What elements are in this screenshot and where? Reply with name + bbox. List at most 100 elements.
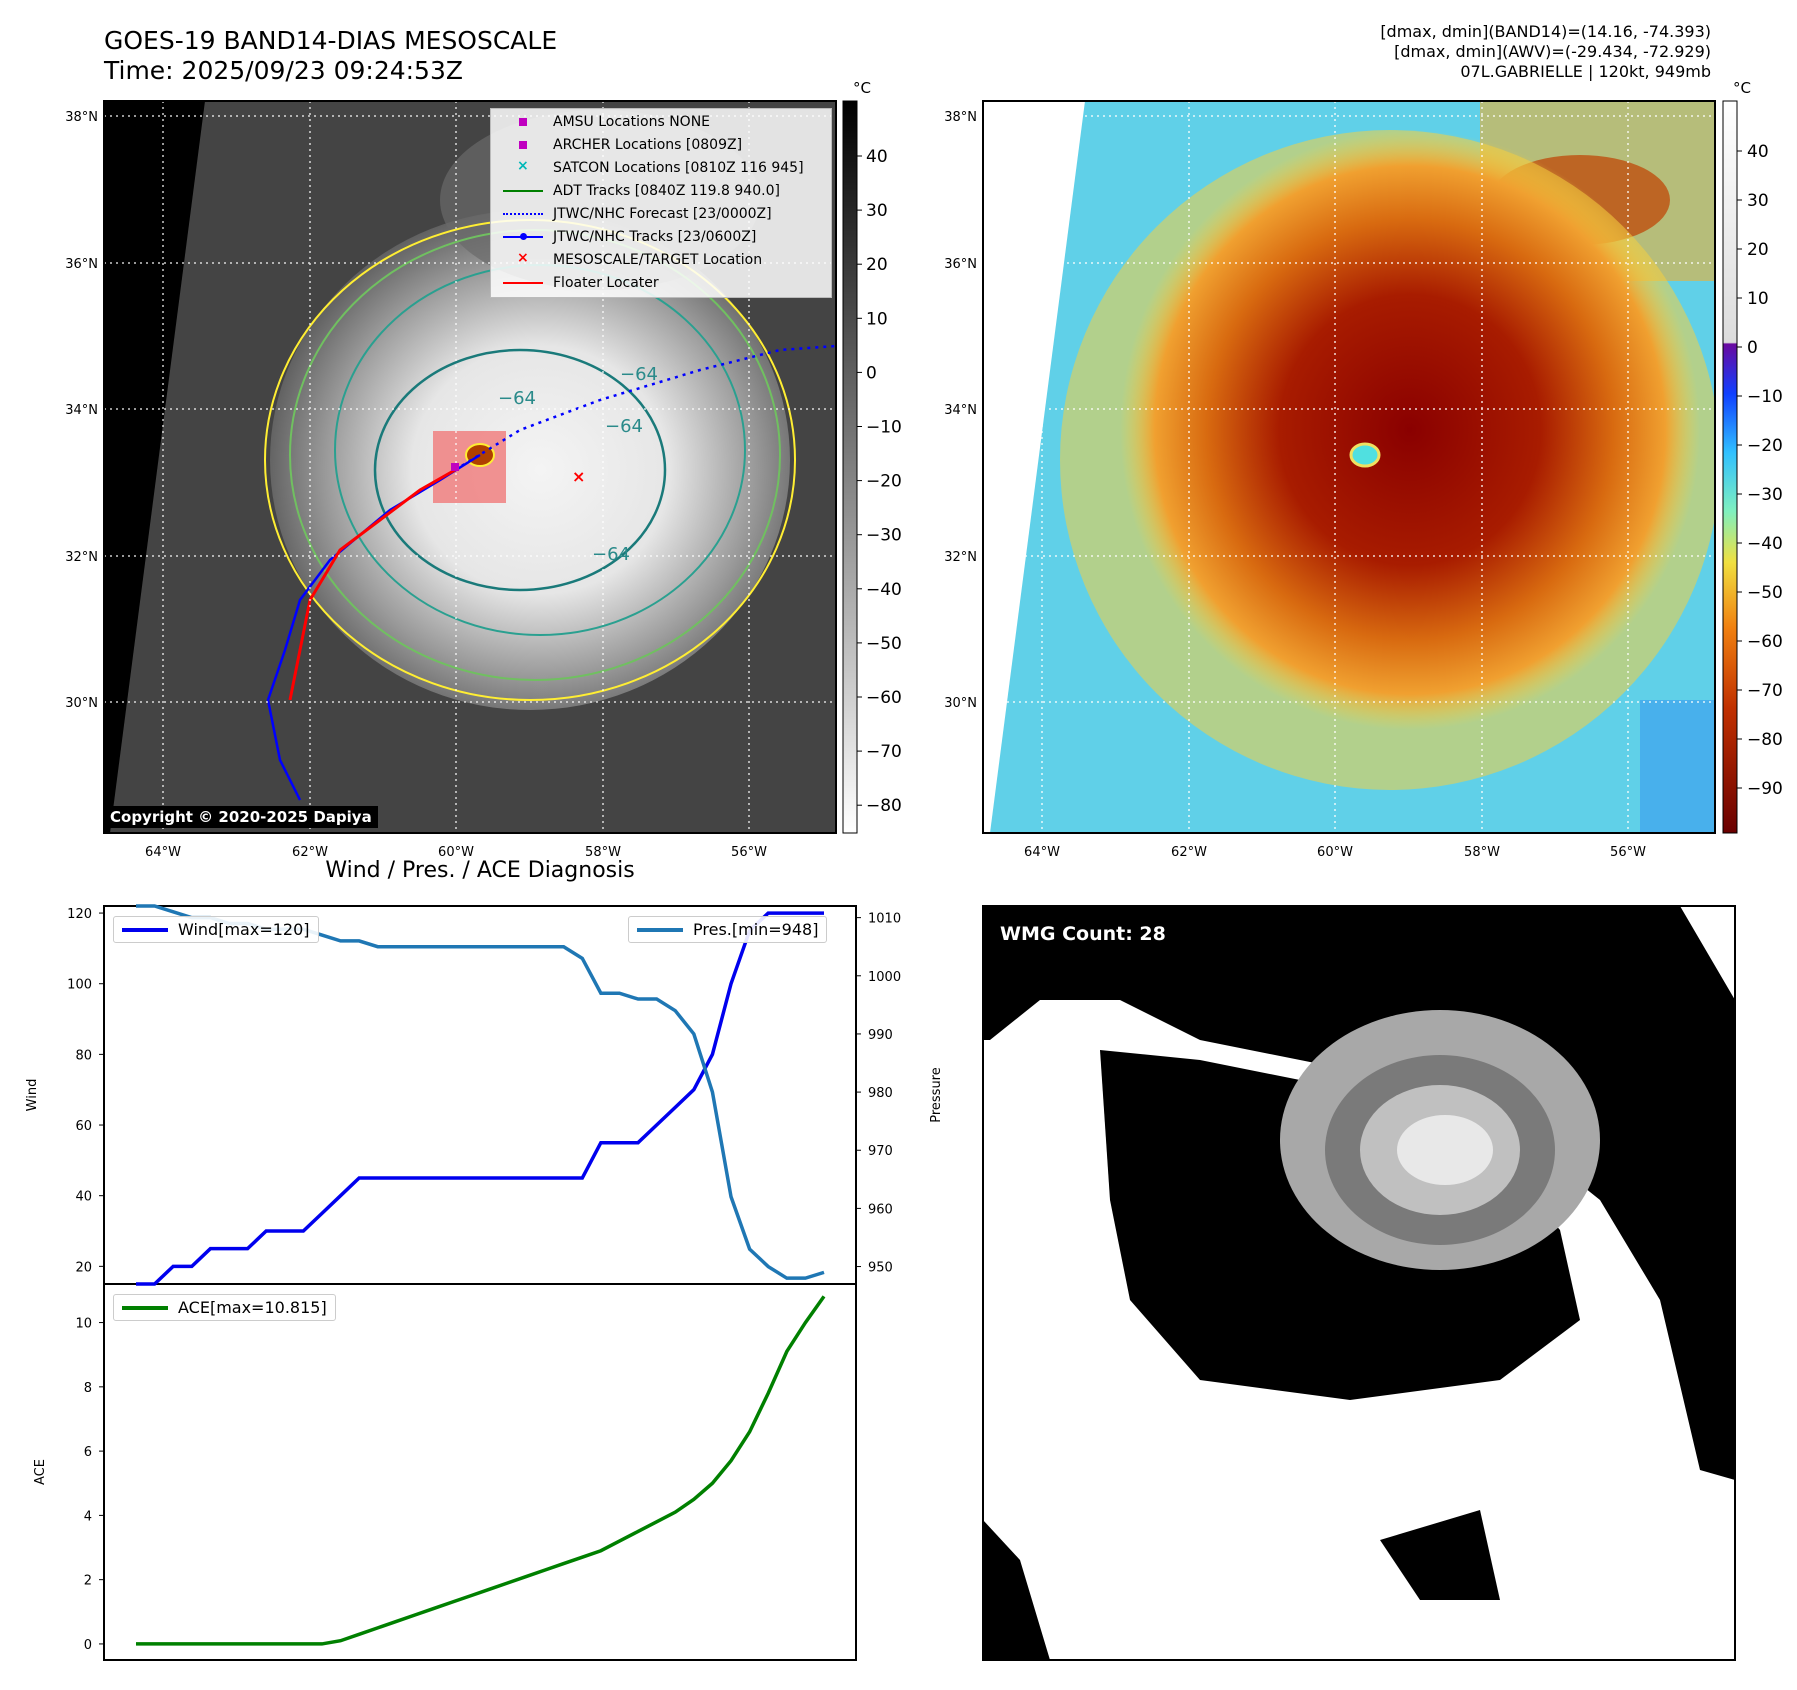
right-gridlines (983, 101, 1715, 833)
colorbar-tick-label: −20 (1747, 436, 1783, 456)
colorbar-tick-label: −80 (1747, 730, 1783, 750)
right-map-frame (982, 100, 1716, 834)
legend-label: ADT Tracks [0840Z 119.8 940.0] (553, 183, 780, 199)
contour-label: −64 (620, 364, 658, 385)
axis-tick-label: 100 (67, 978, 92, 993)
lat-tick-label: 32°N (944, 550, 977, 565)
contour-label: −64 (498, 388, 536, 409)
colorbar-tick-label: 40 (1747, 142, 1769, 162)
figure-title: GOES-19 BAND14-DIAS MESOSCALE Time: 2025… (104, 26, 557, 86)
colorbar-tick-label: 30 (1747, 191, 1769, 211)
wind-legend: Wind[max=120] (113, 916, 319, 943)
colorbar-tick-label: −70 (866, 742, 902, 762)
legend-item: JTWC/NHC Forecast [23/0000Z] (503, 203, 772, 225)
colorbar-tick-label: 20 (1747, 240, 1769, 260)
legend-item: × SATCON Locations [0810Z 116 945] (503, 157, 804, 179)
colorbar-tick-label: −60 (1747, 632, 1783, 652)
legend-label: Floater Locater (553, 275, 659, 291)
info-line-3: 07L.GABRIELLE | 120kt, 949mb (1460, 62, 1711, 81)
legend-label: JTWC/NHC Tracks [23/0600Z] (553, 229, 757, 245)
legend-label: JTWC/NHC Forecast [23/0000Z] (553, 206, 772, 222)
colorbar-tick-label: 0 (866, 363, 877, 383)
lat-tick-label: 36°N (65, 257, 98, 272)
lat-tick-label: 34°N (65, 403, 98, 418)
axis-tick-label: 0 (84, 1638, 92, 1653)
colorbar-tick-label: 10 (866, 309, 888, 329)
colorbar-tick-label: −10 (1747, 387, 1783, 407)
ace-legend-line (122, 1305, 168, 1310)
wind-pres-plot-frame (103, 905, 857, 1285)
title-line-1: GOES-19 BAND14-DIAS MESOSCALE (104, 26, 558, 55)
legend-item: JTWC/NHC Tracks [23/0600Z] (503, 226, 756, 248)
pressure-legend-label: Pres.[min=948] (693, 920, 819, 939)
left-lon-ticks: 64°W 62°W 60°W 58°W 56°W (145, 845, 767, 860)
colorbar-tick-label: −70 (1747, 681, 1783, 701)
colorbar-tick-label: −50 (1747, 583, 1783, 603)
lat-tick-label: 38°N (65, 110, 98, 125)
ace-axis-ticks: 0 2 4 6 8 10 (75, 1317, 104, 1653)
lat-tick-label: 32°N (65, 550, 98, 565)
colorbar-tick-label: −20 (866, 472, 902, 492)
wind-axis-ticks: 20 40 60 80 100 120 (67, 907, 104, 1275)
colorbar-tick-label: −60 (866, 688, 902, 708)
legend-item: ARCHER Locations [0809Z] (503, 134, 742, 156)
x-legend-symbol: × (517, 250, 529, 266)
lon-tick-label: 62°W (292, 845, 328, 860)
target-marker: × (572, 467, 585, 486)
left-colorbar (842, 100, 858, 834)
wmg-count-label: WMG Count: 28 (1000, 923, 1166, 945)
ace-line (136, 1295, 826, 1646)
lat-tick-label: 34°N (944, 403, 977, 418)
right-colorbar (1722, 100, 1738, 834)
legend-item: Floater Locater (503, 272, 659, 294)
colorbar-tick-label: −40 (866, 580, 902, 600)
colorbar-tick-label: 30 (866, 201, 888, 221)
legend-item: × MESOSCALE/TARGET Location (503, 249, 762, 271)
legend-item: AMSU Locations NONE (503, 111, 710, 133)
colorbar-tick-label: −90 (1747, 779, 1783, 799)
axis-tick-label: 960 (868, 1202, 893, 1217)
legend-label: ARCHER Locations [0809Z] (553, 137, 743, 153)
axis-tick-label: 60 (75, 1119, 92, 1134)
lon-tick-label: 58°W (1464, 845, 1500, 860)
axis-tick-label: 6 (84, 1445, 92, 1460)
colorbar-tick-label: −30 (1747, 485, 1783, 505)
left-colorbar-ticks: 40 30 20 10 0 −10 −20 −30 −40 −50 −60 −70 −80 (857, 147, 902, 816)
contour-label: −64 (605, 416, 643, 437)
axis-tick-label: 950 (868, 1261, 893, 1276)
lon-tick-label: 56°W (731, 845, 767, 860)
ace-axis-label: ACE (33, 1459, 48, 1485)
diagnosis-title: Wind / Pres. / ACE Diagnosis (325, 858, 635, 883)
colorbar-tick-label: −80 (866, 796, 902, 816)
lon-tick-label: 58°W (585, 845, 621, 860)
contour-label: −64 (592, 544, 630, 565)
right-colorbar-unit: °C (1733, 79, 1751, 97)
lon-tick-label: 60°W (1317, 845, 1353, 860)
pressure-legend-line (637, 927, 683, 932)
lat-tick-label: 30°N (944, 696, 977, 711)
lon-tick-label: 64°W (1024, 845, 1060, 860)
colorbar-tick-label: 10 (1747, 289, 1769, 309)
axis-tick-label: 970 (868, 1144, 893, 1159)
line-legend-symbol (503, 180, 543, 202)
legend-label: AMSU Locations NONE (553, 114, 711, 130)
colorbar-tick-label: −10 (866, 418, 902, 438)
colorbar-tick-label: −40 (1747, 534, 1783, 554)
floater-box (433, 431, 506, 503)
right-colorbar-ticks: 40 30 20 10 0 −10 −20 −30 −40 −50 −60 −70 −80 −90 (1737, 142, 1783, 799)
axis-tick-label: 10 (75, 1317, 92, 1332)
legend-label: MESOSCALE/TARGET Location (553, 252, 763, 268)
axis-tick-label: 8 (84, 1381, 92, 1396)
ace-legend-label: ACE[max=10.815] (178, 1298, 327, 1317)
legend-item: ADT Tracks [0840Z 119.8 940.0] (503, 180, 780, 202)
colorbar-tick-label: 40 (866, 147, 888, 167)
ace-legend: ACE[max=10.815] (113, 1294, 336, 1321)
lon-tick-label: 60°W (438, 845, 474, 860)
lat-tick-label: 38°N (944, 110, 977, 125)
lon-tick-label: 64°W (145, 845, 181, 860)
axis-tick-label: 980 (868, 1086, 893, 1101)
storm-info: [dmax, dmin](BAND14)=(14.16, -74.393) [d… (1380, 22, 1711, 82)
pressure-axis-label: Pressure (929, 1067, 944, 1123)
lat-tick-label: 30°N (65, 696, 98, 711)
